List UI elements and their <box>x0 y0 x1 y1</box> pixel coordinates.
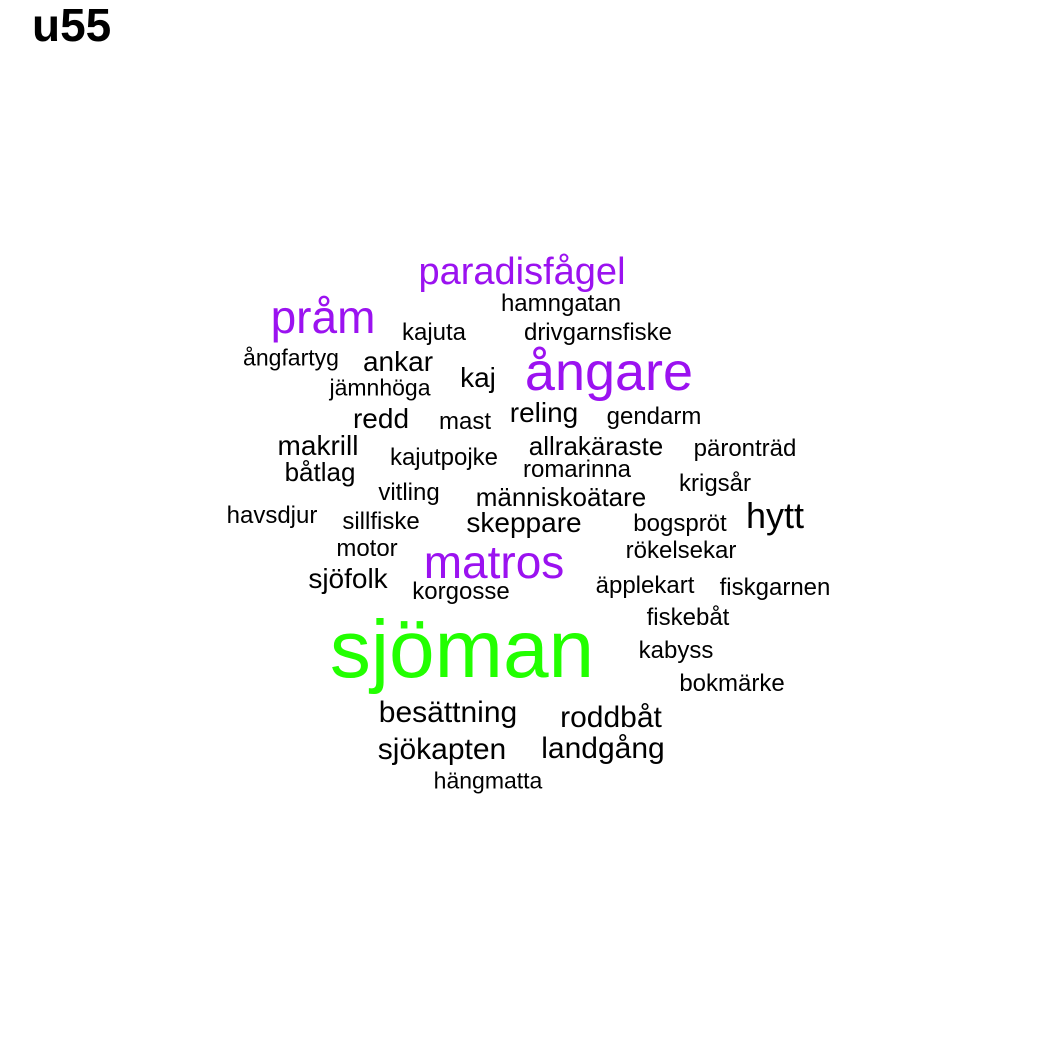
word-44: hängmatta <box>433 767 543 794</box>
word-43: ångfartyg <box>243 344 339 371</box>
word-18: människoätare <box>475 482 647 512</box>
word-27: kajutpojke <box>389 444 499 471</box>
word-1: sjöman <box>329 604 595 695</box>
word-20: båtlag <box>284 457 356 487</box>
word-7: besättning <box>378 696 518 729</box>
word-12: reling <box>509 397 579 428</box>
word-6: hytt <box>745 495 805 536</box>
word-16: ankar <box>362 346 434 377</box>
word-34: rökelsekar <box>625 537 737 564</box>
word-15: makrill <box>277 430 359 461</box>
word-40: bokmärke <box>679 670 785 697</box>
word-33: motor <box>336 535 398 562</box>
word-37: fiskgarnen <box>719 574 831 601</box>
word-14: redd <box>352 403 410 434</box>
word-26: päronträd <box>693 435 797 462</box>
word-41: havsdjur <box>226 502 318 529</box>
word-23: drivgarnsfiske <box>523 319 673 346</box>
word-22: kajuta <box>401 319 467 346</box>
word-21: hamngatan <box>500 290 622 317</box>
word-29: krigsår <box>678 470 752 497</box>
word-28: romarinna <box>522 456 632 483</box>
word-5: paradisfågel <box>418 251 626 293</box>
word-11: skeppare <box>466 507 582 538</box>
word-31: sillfiske <box>342 508 420 535</box>
word-13: kaj <box>460 362 496 393</box>
word-36: äpplekart <box>595 572 695 599</box>
word-25: gendarm <box>606 403 702 430</box>
word-19: allrakäraste <box>528 431 664 461</box>
word-35: korgosse <box>412 578 510 605</box>
word-4: pråm <box>270 291 376 343</box>
word-24: mast <box>438 408 492 435</box>
word-2: ångare <box>524 342 694 402</box>
word-17: sjöfolk <box>308 563 388 594</box>
word-38: fiskebåt <box>646 604 730 631</box>
word-8: roddbåt <box>560 701 662 734</box>
word-30: vitling <box>378 479 440 506</box>
word-32: bogspröt <box>633 510 727 537</box>
word-9: sjökapten <box>377 733 507 766</box>
word-42: jämnhöga <box>329 374 431 401</box>
word-10: landgång <box>541 732 665 765</box>
word-3: matros <box>423 536 565 588</box>
word-39: kabyss <box>638 637 714 664</box>
chart-title: u55 <box>32 0 112 51</box>
